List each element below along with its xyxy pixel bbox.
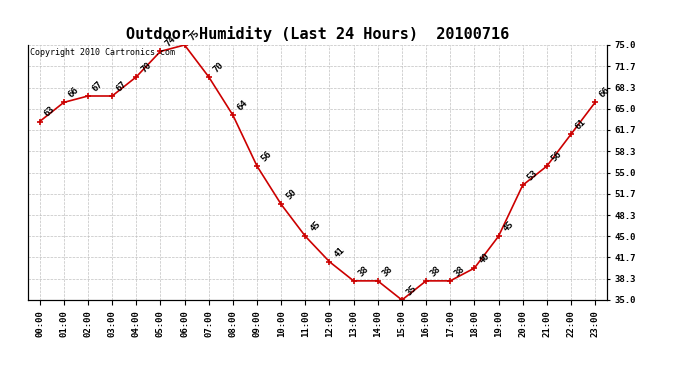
Text: 66: 66 [67, 86, 81, 100]
Text: 38: 38 [381, 264, 395, 278]
Text: 61: 61 [574, 117, 588, 132]
Text: 50: 50 [284, 188, 298, 202]
Text: 38: 38 [357, 264, 371, 278]
Text: 45: 45 [502, 219, 515, 234]
Text: 74: 74 [164, 34, 177, 49]
Text: 66: 66 [598, 86, 612, 100]
Title: Outdoor Humidity (Last 24 Hours)  20100716: Outdoor Humidity (Last 24 Hours) 2010071… [126, 27, 509, 42]
Text: 56: 56 [550, 149, 564, 164]
Text: 38: 38 [453, 264, 467, 278]
Text: 67: 67 [91, 79, 105, 93]
Text: 53: 53 [526, 168, 540, 183]
Text: 63: 63 [43, 105, 57, 119]
Text: 70: 70 [212, 60, 226, 74]
Text: 35: 35 [405, 283, 419, 297]
Text: 38: 38 [429, 264, 443, 278]
Text: 67: 67 [115, 79, 129, 93]
Text: 56: 56 [260, 149, 274, 164]
Text: 41: 41 [333, 245, 346, 259]
Text: 45: 45 [308, 219, 322, 234]
Text: 75: 75 [188, 28, 201, 42]
Text: 40: 40 [477, 251, 491, 266]
Text: 70: 70 [139, 60, 153, 74]
Text: Copyright 2010 Cartronics.com: Copyright 2010 Cartronics.com [30, 48, 175, 57]
Text: 64: 64 [236, 98, 250, 112]
